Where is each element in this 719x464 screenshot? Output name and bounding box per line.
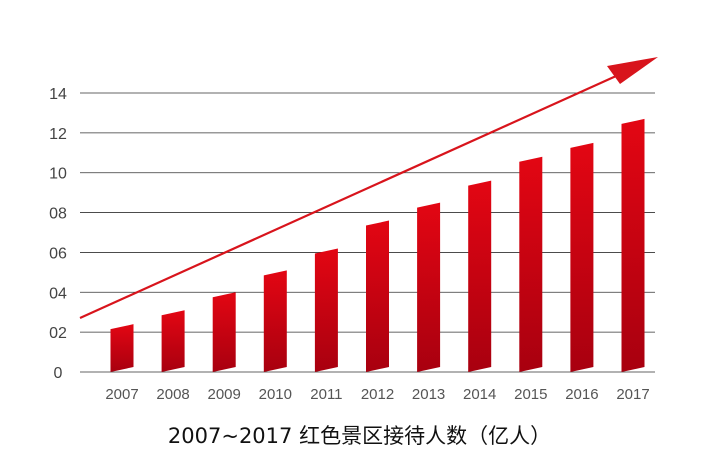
y-tick-label: 08	[49, 206, 67, 223]
y-tick-label: 14	[49, 86, 67, 103]
bar-2011	[314, 248, 338, 372]
y-tick-label: 04	[49, 285, 67, 302]
x-tick-label: 2017	[616, 386, 649, 403]
bar-2010	[263, 270, 287, 372]
x-axis-ticks: 2007 2008 2009 2010 2011 2012 2013 2014 2015 2016…	[105, 386, 649, 403]
trend-arrow-line	[79, 70, 626, 320]
bar-2016	[570, 142, 594, 372]
trend-arrow	[79, 57, 658, 320]
x-tick-label: 2016	[565, 386, 598, 403]
bar-2014	[468, 180, 492, 372]
bar-2009	[212, 292, 236, 372]
y-tick-label: 12	[49, 126, 67, 143]
bar-2015	[519, 156, 543, 372]
y-axis-ticks: 0 02 04 06 08 10 12 14	[49, 86, 67, 382]
y-tick-label: 0	[54, 365, 63, 382]
bar-2008	[161, 310, 185, 372]
y-tick-label: 10	[49, 166, 67, 183]
x-tick-label: 2015	[514, 386, 547, 403]
x-tick-label: 2009	[208, 386, 241, 403]
y-tick-label: 06	[49, 245, 67, 262]
y-tick-label: 02	[49, 325, 67, 342]
chart: 0 02 04 06 08 10 12 14 2007 2008 2009 2010 2011 2012…	[49, 57, 658, 403]
x-tick-label: 2013	[412, 386, 445, 403]
bar-2013	[417, 202, 441, 372]
x-tick-label: 2010	[259, 386, 292, 403]
x-tick-label: 2011	[310, 386, 342, 403]
trend-arrow-head	[607, 57, 658, 84]
x-tick-label: 2014	[463, 386, 496, 403]
x-tick-label: 2007	[105, 386, 138, 403]
x-tick-label: 2012	[361, 386, 394, 403]
bar-2012	[366, 220, 389, 372]
bar-2007	[110, 324, 134, 372]
bar-2017	[621, 118, 645, 373]
chart-title: 2007~2017 红色景区接待人数（亿人）	[167, 424, 552, 448]
bars	[110, 118, 645, 373]
x-tick-label: 2008	[156, 386, 189, 403]
